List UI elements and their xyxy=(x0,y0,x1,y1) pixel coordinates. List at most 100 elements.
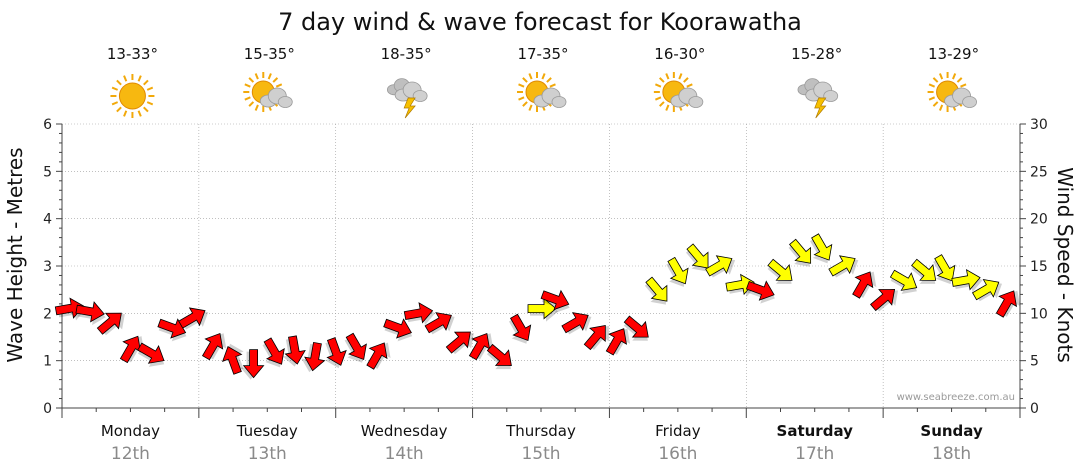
wind-arrow xyxy=(137,342,165,367)
sun-ray xyxy=(518,96,525,101)
cloud-puff xyxy=(277,96,293,108)
wind-arrow xyxy=(424,312,455,335)
wind-arrow xyxy=(403,302,436,326)
wind-arrow xyxy=(240,349,265,380)
day-label: Thursday xyxy=(505,422,576,440)
partly-cloudy-icon xyxy=(653,72,704,112)
date-label: 12th xyxy=(111,444,150,464)
wind-arrow xyxy=(344,332,367,363)
day-label: Tuesday xyxy=(236,422,298,440)
day-label: Monday xyxy=(101,422,160,440)
wind-arrow xyxy=(889,269,918,294)
wind-arrow-body xyxy=(304,341,326,372)
sun-ray xyxy=(686,83,693,88)
right-tick-label: 30 xyxy=(1030,117,1048,133)
sun-ray xyxy=(146,86,154,91)
sun-ray xyxy=(654,96,662,101)
cloud-puff xyxy=(823,90,839,102)
wind-arrow-body xyxy=(934,254,956,282)
wind-arrow-body xyxy=(119,335,142,364)
wind-arrow-body xyxy=(527,297,557,320)
wind-arrow-body xyxy=(345,332,367,361)
sun-ray xyxy=(111,86,119,91)
wind-arrow-body xyxy=(242,349,265,379)
wind-arrow xyxy=(527,297,558,322)
wind-arrow xyxy=(623,315,649,341)
sun-ray xyxy=(275,83,283,88)
grid xyxy=(62,123,1020,408)
wind-arrow xyxy=(96,312,125,336)
wind-arrow xyxy=(788,238,812,267)
sun-ray xyxy=(116,79,122,86)
left-tick-label: 5 xyxy=(43,164,52,180)
wind-arrow xyxy=(767,258,793,284)
wind-arrow xyxy=(201,332,227,361)
sun-ray xyxy=(938,104,944,111)
wind-arrow-body xyxy=(705,255,733,277)
lightning-bolt xyxy=(814,97,827,119)
temperature-label: 15-35° xyxy=(244,45,295,63)
right-tick-label: 15 xyxy=(1030,259,1048,275)
wind-arrow-body xyxy=(445,331,471,354)
sun-ray xyxy=(528,104,533,111)
sun-ray xyxy=(683,77,689,83)
wind-arrow-body xyxy=(645,276,668,302)
wind-arrow xyxy=(282,335,306,367)
day-label: Saturday xyxy=(777,422,854,440)
wind-arrow xyxy=(178,307,209,330)
lightning-bolt xyxy=(403,97,416,119)
sun-ray xyxy=(960,83,967,88)
sun-ray xyxy=(541,73,546,80)
wind-arrow-body xyxy=(561,312,589,334)
sunny-icon xyxy=(110,74,155,118)
sun-ray xyxy=(678,73,683,80)
sun-ray xyxy=(254,73,259,80)
temperature-label: 18-35° xyxy=(381,45,432,63)
wind-arrow xyxy=(810,233,833,264)
cloud-puff xyxy=(551,96,567,108)
day-labels: Monday 12th Tuesday 13th Wednesday 14th Thursd… xyxy=(101,422,983,464)
wind-arrow xyxy=(605,328,631,356)
wind-arrow-body xyxy=(911,258,937,281)
wind-arrow-body xyxy=(605,328,627,356)
sun-ray xyxy=(518,83,525,88)
cloud-puff xyxy=(688,96,704,108)
wind-arrow xyxy=(222,343,244,375)
wind-arrow-body xyxy=(767,258,793,281)
sun-ray xyxy=(248,101,255,107)
sun-ray xyxy=(528,73,533,80)
wind-arrow xyxy=(262,337,285,368)
wind-arrow-body xyxy=(403,302,434,324)
sun-ray xyxy=(956,77,963,83)
sun-ray xyxy=(659,77,665,83)
wind-arrow xyxy=(583,325,609,351)
wind-arrow-body xyxy=(201,332,224,361)
wind-arrow-body xyxy=(178,307,206,329)
wind-arrow xyxy=(383,318,413,342)
sun-ray xyxy=(549,83,556,88)
cloud-puff xyxy=(962,96,977,108)
left-axis: 0 1 2 3 4 5 6 xyxy=(43,117,62,417)
wind-arrow-body xyxy=(263,337,285,365)
wind-arrow-body xyxy=(540,289,570,311)
sun-ray xyxy=(143,79,149,86)
wind-arrow xyxy=(540,289,570,314)
day-label: Sunday xyxy=(920,422,983,440)
sun-ray xyxy=(546,77,552,83)
wind-arrow xyxy=(486,343,512,370)
wind-arrow xyxy=(745,280,775,304)
wind-arrow xyxy=(301,341,326,373)
wind-arrow-body xyxy=(811,233,833,261)
sun-ray xyxy=(932,77,939,83)
sun-ray xyxy=(146,101,154,106)
wind-arrow xyxy=(325,337,347,369)
cloud-puff xyxy=(412,90,428,102)
wind-arrow xyxy=(157,318,187,342)
wind-arrow-body xyxy=(745,280,775,301)
wind-arrow-body xyxy=(789,238,812,264)
wind-arrow-body xyxy=(222,346,243,375)
wind-arrow xyxy=(75,301,106,326)
wind-arrow xyxy=(666,256,689,287)
day-label: Wednesday xyxy=(361,422,448,440)
wind-arrow-body xyxy=(75,301,105,323)
